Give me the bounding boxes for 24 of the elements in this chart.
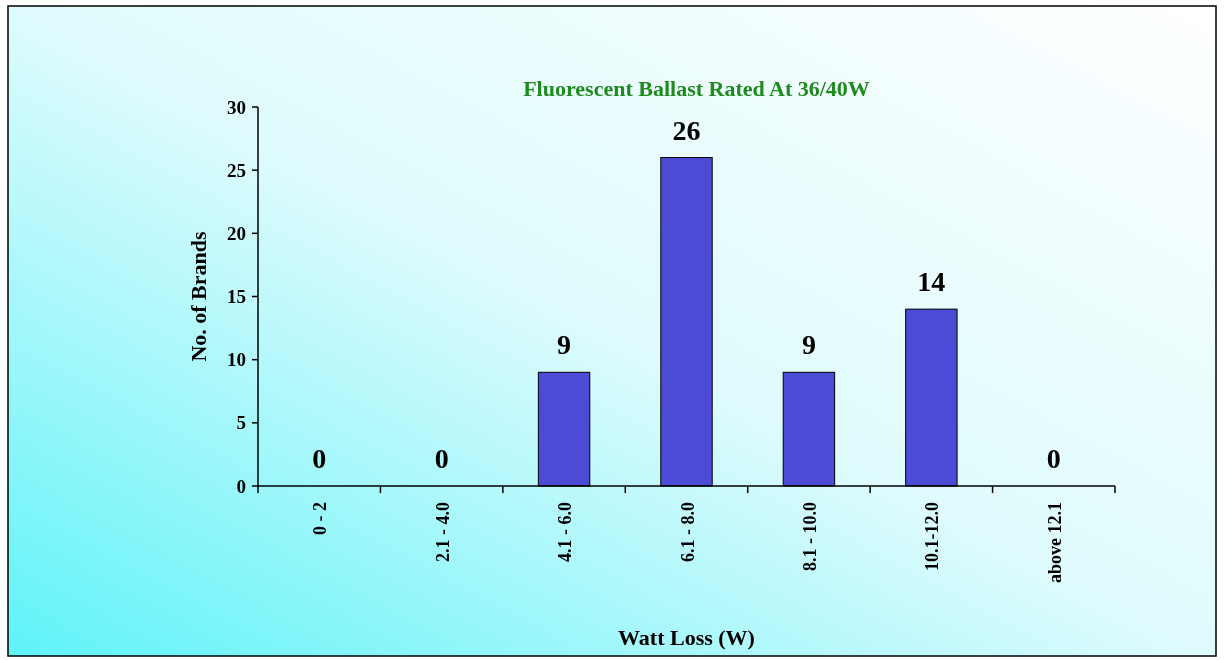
y-tick-label: 0 xyxy=(236,475,246,497)
x-tick-label: 2.1 - 4.0 xyxy=(432,502,453,562)
data-label: 14 xyxy=(917,266,946,298)
data-label: 0 xyxy=(312,443,327,474)
x-tick-label: 8.1 - 10.0 xyxy=(799,502,820,571)
y-axis-title: No. of Brands xyxy=(186,230,211,362)
y-tick-label: 10 xyxy=(227,349,246,371)
y-tick-label: 5 xyxy=(236,412,246,434)
data-label: 26 xyxy=(672,114,701,146)
x-tick-label: 10.1-12.0 xyxy=(922,502,943,571)
x-tick-label: 0 - 2 xyxy=(310,502,331,535)
x-tick-label: above 12.1 xyxy=(1044,502,1065,583)
chart-title: Fluorescent Ballast Rated At 36/40W xyxy=(523,76,870,101)
data-label: 9 xyxy=(801,329,816,361)
data-label: 0 xyxy=(434,443,449,474)
data-label: 0 xyxy=(1046,443,1061,474)
data-label: 9 xyxy=(557,329,572,361)
x-axis-title: Watt Loss (W) xyxy=(618,625,755,650)
x-tick-label: 6.1 - 8.0 xyxy=(677,502,698,562)
y-tick-label: 20 xyxy=(227,222,246,244)
y-tick-label: 25 xyxy=(227,159,246,181)
y-tick-label: 30 xyxy=(227,96,246,118)
y-tick-label: 15 xyxy=(227,286,246,308)
x-tick-label: 4.1 - 6.0 xyxy=(555,502,576,562)
